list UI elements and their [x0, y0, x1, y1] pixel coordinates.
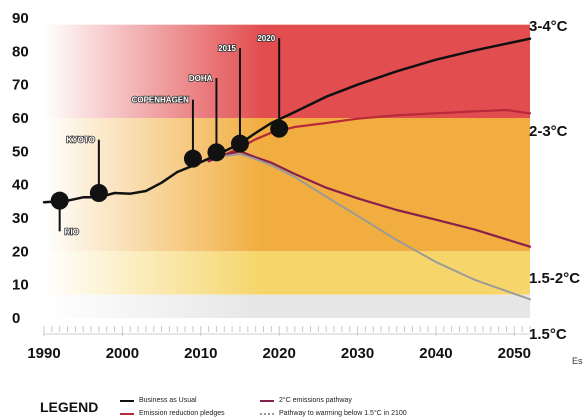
legend-item-pathway-to-warming-below-1-5-c-in-2100: Pathway to warming below 1.5°C in 2100 — [260, 410, 407, 417]
band-label-1-5-c: 1.5°C — [529, 326, 567, 343]
x-tick-label: 1990 — [27, 345, 60, 362]
legend-label: 2°C emissions pathway — [279, 397, 352, 404]
x-tick-label: 2050 — [498, 345, 531, 362]
band-label-3-4-c: 3-4°C — [529, 18, 568, 35]
legend-item-business-as-usual: Business as Usual — [120, 397, 197, 404]
event-marker-2020 — [270, 119, 289, 138]
event-marker-copenhagen — [183, 149, 202, 168]
corner-text: Es — [572, 356, 583, 366]
event-label-kyoto: KYOTO — [67, 136, 95, 145]
event-marker-2015 — [230, 134, 249, 153]
legend-swatch — [260, 412, 274, 415]
y-tick-label: 50 — [12, 143, 29, 160]
legend-label: Business as Usual — [139, 397, 197, 404]
event-marker-rio — [50, 191, 69, 210]
y-tick-label: 0 — [12, 310, 20, 327]
legend-label: Pathway to warming below 1.5°C in 2100 — [279, 410, 407, 417]
legend-title: LEGEND — [40, 399, 99, 415]
left-fade-overlay — [44, 18, 530, 318]
y-tick-label: 40 — [12, 177, 29, 194]
legend-swatch — [120, 412, 134, 415]
y-tick-label: 30 — [12, 210, 29, 227]
x-tick-label: 2000 — [106, 345, 139, 362]
event-label-2015: 2015 — [218, 44, 236, 53]
legend-label: Emission reduction pledges — [139, 410, 225, 417]
y-tick-label: 90 — [12, 10, 29, 27]
event-markers — [50, 119, 289, 210]
event-label-2020: 2020 — [257, 34, 275, 43]
x-tick-label: 2040 — [419, 345, 452, 362]
y-tick-label: 20 — [12, 243, 29, 260]
band-label-1-5-2-c: 1.5-2°C — [529, 270, 580, 287]
legend-swatch — [120, 399, 134, 402]
y-tick-label: 70 — [12, 77, 29, 94]
event-labels: RIO KYOTO COPENHAGEN DOHA 2015 2020 — [64, 33, 277, 237]
x-tick-label: 2010 — [184, 345, 217, 362]
event-marker-kyoto — [89, 184, 108, 202]
legend-swatch — [260, 399, 274, 402]
event-label-copenhagen: COPENHAGEN — [132, 96, 190, 105]
y-tick-label: 60 — [12, 110, 29, 127]
x-tick-label: 2030 — [341, 345, 374, 362]
band-labels: 3-4°C 2-3°C 1.5-2°C 1.5°C — [529, 18, 580, 343]
event-label-rio: RIO — [65, 227, 79, 236]
band-label-2-3-c: 2-3°C — [529, 123, 568, 140]
x-tick-label: 2020 — [262, 345, 295, 362]
series-pathway-to-warming-below-1-5-c-in-2100 — [223, 153, 531, 301]
event-marker-doha — [207, 143, 226, 162]
y-tick-label: 10 — [12, 277, 29, 294]
legend-item-2-c-emissions-pathway: 2°C emissions pathway — [260, 397, 352, 404]
y-tick-label: 80 — [12, 43, 29, 60]
legend-item-emission-reduction-pledges: Emission reduction pledges — [120, 410, 225, 417]
event-label-doha: DOHA — [189, 74, 213, 83]
